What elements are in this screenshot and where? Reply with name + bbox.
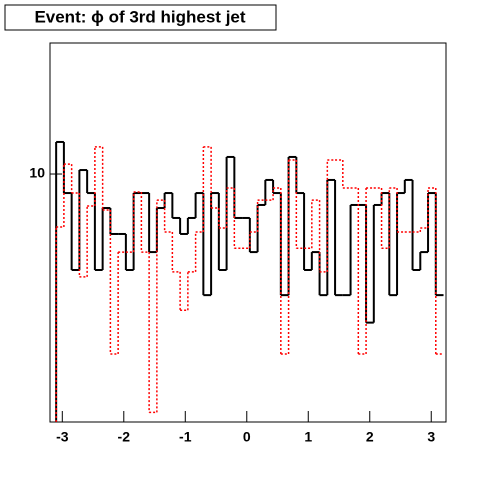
x-tick-label: 1 — [304, 429, 312, 445]
title-box — [4, 4, 277, 31]
x-tick-label: -1 — [179, 429, 192, 445]
frame — [49, 42, 447, 423]
x-tick-label: -3 — [56, 429, 69, 445]
x-tick-label: 3 — [427, 429, 435, 445]
y-tick-label: 10 — [29, 165, 45, 181]
x-tick-label: -2 — [118, 429, 131, 445]
x-tick-label: 2 — [366, 429, 374, 445]
x-tick-label: 0 — [243, 429, 251, 445]
chart-title: Event: ϕ of 3rd highest jet — [34, 7, 245, 26]
